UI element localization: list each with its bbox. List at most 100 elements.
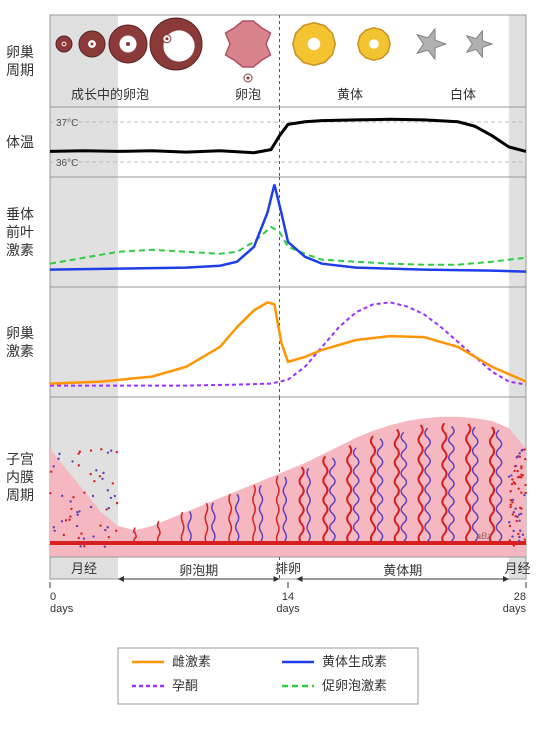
shed-dot bbox=[116, 502, 118, 504]
temp-ref-label: 37°C bbox=[56, 118, 78, 129]
shed-dot bbox=[517, 488, 519, 490]
shed-dot bbox=[110, 450, 112, 452]
shed-dot bbox=[101, 478, 103, 480]
shed-dot bbox=[523, 448, 525, 450]
ovarian-sublabel: 卵泡 bbox=[235, 87, 261, 102]
shed-dot bbox=[107, 489, 109, 491]
shed-dot bbox=[516, 520, 518, 522]
shed-dot bbox=[523, 494, 525, 496]
phase-label: 排卵 bbox=[275, 561, 301, 576]
phase-arrow-label: 卵泡期 bbox=[179, 563, 218, 578]
shed-dot bbox=[90, 449, 92, 451]
shed-dot bbox=[49, 492, 51, 494]
shed-dot bbox=[513, 470, 515, 472]
shed-dot bbox=[79, 545, 81, 547]
shed-dot bbox=[116, 541, 118, 543]
phase-label: 月经 bbox=[71, 561, 97, 576]
shed-dot bbox=[76, 511, 78, 513]
temperature-line bbox=[50, 119, 526, 152]
shed-dot bbox=[520, 465, 522, 467]
follicle-corpus_albicans bbox=[467, 31, 492, 57]
shed-dot bbox=[519, 530, 521, 532]
panel-border bbox=[50, 107, 526, 177]
shed-dot bbox=[70, 508, 72, 510]
shed-dot bbox=[510, 503, 512, 505]
shed-dot bbox=[511, 478, 513, 480]
shed-dot bbox=[76, 514, 78, 516]
shed-dot bbox=[115, 530, 117, 532]
ovarian-sublabel: 成长中的卵泡 bbox=[71, 87, 149, 102]
shed-dot bbox=[519, 456, 521, 458]
shed-dot bbox=[512, 530, 514, 532]
shed-dot bbox=[104, 529, 106, 531]
shed-dot bbox=[514, 482, 516, 484]
shed-dot bbox=[58, 453, 60, 455]
shed-dot bbox=[83, 491, 85, 493]
shed-dot bbox=[69, 515, 71, 517]
shed-dot bbox=[68, 519, 70, 521]
shed-dot bbox=[510, 490, 512, 492]
shed-dot bbox=[105, 542, 107, 544]
shed-dot bbox=[105, 508, 107, 510]
arrowhead-left bbox=[297, 576, 303, 582]
shed-dot bbox=[110, 497, 112, 499]
shed-dot bbox=[76, 525, 78, 527]
phase-label: 月经 bbox=[504, 561, 530, 576]
panel-label: 激素 bbox=[6, 242, 34, 258]
shed-dot bbox=[508, 521, 510, 523]
ovarian-sublabel: 黄体 bbox=[337, 87, 363, 102]
shed-dot bbox=[520, 491, 522, 493]
shed-dot bbox=[513, 511, 515, 513]
follicle-corpus_luteum bbox=[293, 23, 336, 66]
menses-shade-right bbox=[509, 15, 526, 107]
axis-tick-label: 0 bbox=[50, 591, 56, 603]
follicle-medium bbox=[109, 25, 147, 63]
shed-dot bbox=[524, 492, 526, 494]
shed-dot bbox=[100, 448, 102, 450]
panel-label: 周期 bbox=[6, 487, 34, 503]
shed-dot bbox=[108, 507, 110, 509]
shed-dot bbox=[60, 542, 62, 544]
progesterone-line bbox=[50, 302, 526, 385]
shed-dot bbox=[108, 536, 110, 538]
shed-dot bbox=[518, 540, 520, 542]
shed-dot bbox=[83, 537, 85, 539]
shed-dot bbox=[512, 513, 514, 515]
shed-dot bbox=[524, 484, 526, 486]
shed-dot bbox=[511, 501, 513, 503]
shed-dot bbox=[514, 508, 516, 510]
fsh-line bbox=[50, 227, 526, 265]
signature: aBz bbox=[476, 531, 492, 541]
panel-label: 周期 bbox=[6, 62, 34, 78]
shed-dot bbox=[102, 472, 104, 474]
shed-dot bbox=[524, 458, 526, 460]
panel-label: 垂体 bbox=[6, 206, 34, 222]
axis-unit: days bbox=[50, 603, 74, 615]
shed-dot bbox=[520, 476, 522, 478]
axis-tick-label: 28 bbox=[514, 591, 526, 603]
shed-dot bbox=[524, 538, 526, 540]
shed-dot bbox=[78, 510, 80, 512]
shed-dot bbox=[78, 464, 80, 466]
shed-dot bbox=[65, 519, 67, 521]
panel-label: 内膜 bbox=[6, 469, 34, 485]
shed-dot bbox=[69, 500, 71, 502]
shed-dot bbox=[520, 513, 522, 515]
endometrium-fill bbox=[50, 417, 526, 547]
legend-label: 促卵泡激素 bbox=[322, 678, 387, 693]
panel-label: 激素 bbox=[6, 343, 34, 359]
shed-dot bbox=[518, 542, 520, 544]
shed-dot bbox=[517, 533, 519, 535]
shed-dot bbox=[516, 470, 518, 472]
shed-dot bbox=[72, 496, 74, 498]
legend-label: 孕酮 bbox=[172, 678, 198, 693]
shed-dot bbox=[99, 524, 101, 526]
menstrual-cycle-diagram: 卵巢周期成长中的卵泡卵泡黄体白体体温37°C36°C垂体前叶激素卵巢激素子宫内膜… bbox=[0, 0, 541, 726]
follicle-ovulation bbox=[226, 21, 271, 82]
follicle-small bbox=[56, 36, 72, 52]
shed-dot bbox=[112, 482, 114, 484]
shed-dot bbox=[61, 520, 63, 522]
panel-label: 子宫 bbox=[6, 451, 34, 467]
shed-dot bbox=[90, 473, 92, 475]
arrowhead-left bbox=[118, 576, 124, 582]
